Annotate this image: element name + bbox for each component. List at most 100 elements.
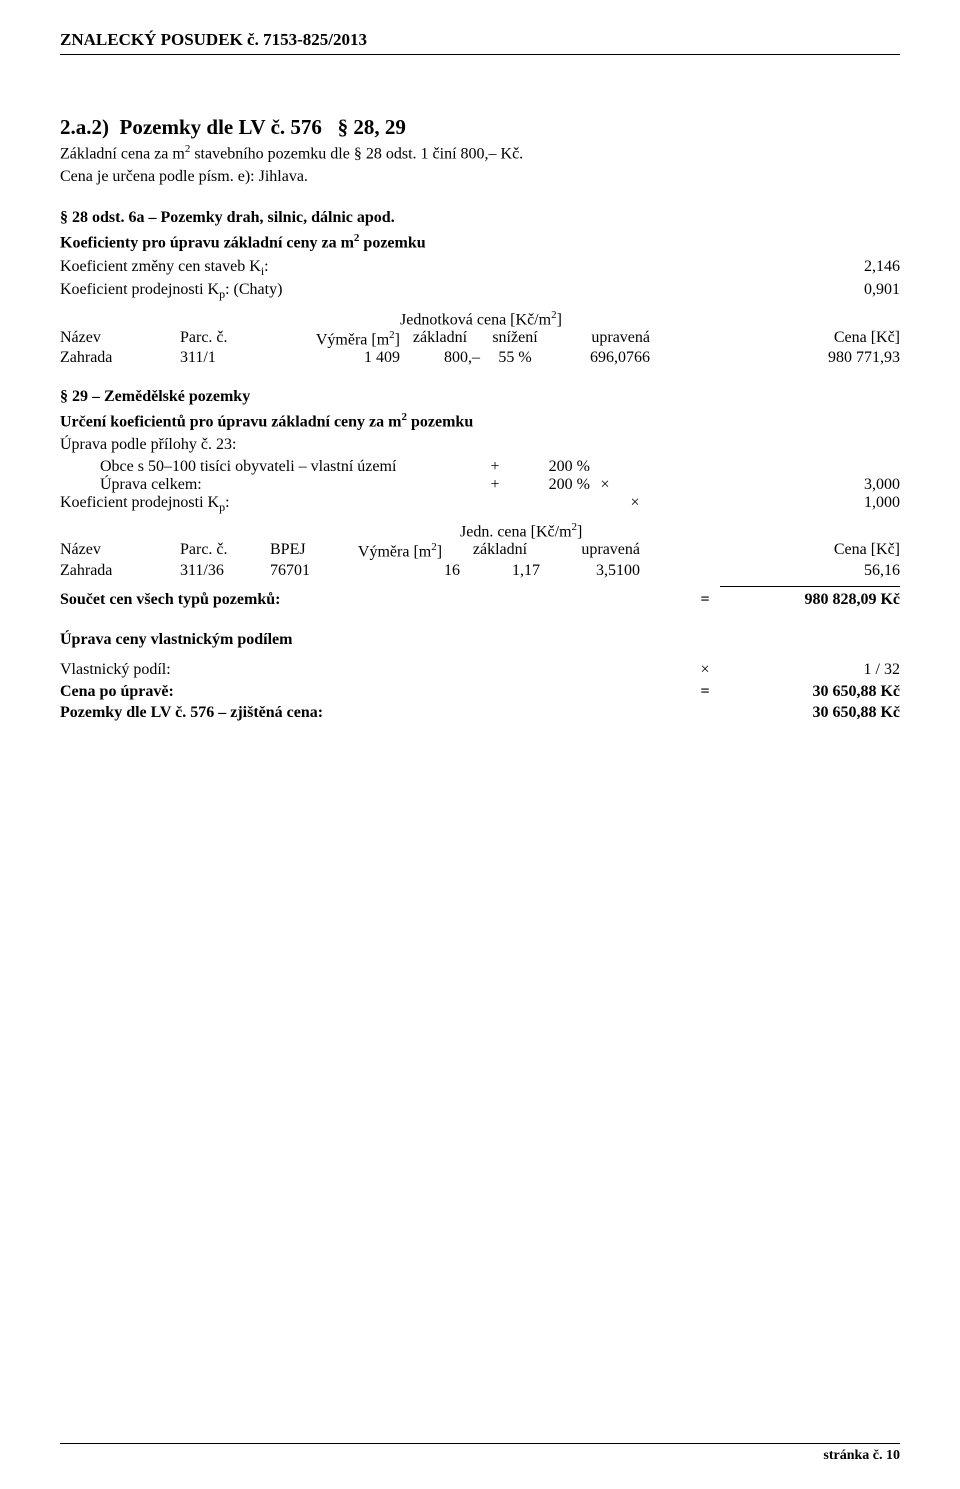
s29-sub-b: pozemku bbox=[407, 413, 473, 430]
podil-val: 1 / 32 bbox=[720, 659, 900, 681]
r2-upravena: 3,5100 bbox=[540, 562, 640, 580]
u1-a: Jednotková cena [Kč/m bbox=[400, 311, 551, 328]
th-vymera: Výměra [m2] bbox=[270, 329, 400, 349]
th-zakladni: základní bbox=[400, 329, 480, 349]
obce-row: Obce s 50–100 tisíci obyvateli – vlastní… bbox=[60, 458, 900, 476]
th2-bpej: BPEJ bbox=[270, 541, 340, 561]
r1-cena: 980 771,93 bbox=[650, 349, 900, 367]
adjustment-section: Úprava ceny vlastnickým podílem Vlastnic… bbox=[60, 630, 900, 724]
s28-subtitle: Koeficienty pro úpravu základní ceny za … bbox=[60, 231, 900, 254]
section-title-pozemky: 2.a.2) Pozemky dle LV č. 576 § 28, 29 bbox=[60, 115, 900, 140]
s29-title: § 29 – Zemědělské pozemky bbox=[60, 387, 900, 408]
zj-row: Pozemky dle LV č. 576 – zjištěná cena: 3… bbox=[60, 702, 900, 724]
th2-parc: Parc. č. bbox=[180, 541, 270, 561]
u2-b: ] bbox=[577, 523, 582, 540]
bp-b: stavebního pozemku dle § 28 odst. 1 činí… bbox=[190, 145, 523, 162]
celkem-plus: + bbox=[480, 476, 510, 494]
ki-val: 2,146 bbox=[780, 256, 900, 279]
ki-label: Koeficient změny cen staveb Ki: bbox=[60, 256, 780, 279]
kp2-label: Koeficient prodejnosti Kp: bbox=[60, 494, 620, 515]
po-eq: = bbox=[690, 681, 720, 703]
po-row: Cena po úpravě: = 30 650,88 Kč bbox=[60, 681, 900, 703]
table1-row1: Zahrada 311/1 1 409 800,– 55 % 696,0766 … bbox=[60, 349, 900, 367]
page-header: ZNALECKÝ POSUDEK č. 7153-825/2013 bbox=[60, 30, 900, 55]
ki-b: : bbox=[264, 258, 268, 275]
th2-cena: Cena [Kč] bbox=[640, 541, 900, 561]
s28-sub-a: Koeficienty pro úpravu základní ceny za … bbox=[60, 234, 354, 251]
section-28: § 28 odst. 6a – Pozemky drah, silnic, dá… bbox=[60, 208, 900, 367]
kp-a: Koeficient prodejnosti K bbox=[60, 281, 219, 298]
kp2-val: 1,000 bbox=[650, 494, 900, 515]
page-footer: stránka č. 10 bbox=[60, 1443, 900, 1464]
s28-sub-b: pozemku bbox=[359, 234, 425, 251]
adj-title: Úprava ceny vlastnickým podílem bbox=[60, 630, 900, 651]
table2-head: Název Parc. č. BPEJ Výměra [m2] základní… bbox=[60, 541, 900, 561]
kp-val: 0,901 bbox=[780, 279, 900, 302]
celkem-pct: 200 % bbox=[510, 476, 590, 494]
r2-nazev: Zahrada bbox=[60, 562, 180, 580]
u2-a: Jedn. cena [Kč/m bbox=[460, 523, 572, 540]
unit-label-1: Jednotková cena [Kč/m2] bbox=[400, 309, 562, 329]
section-29: § 29 – Zemědělské pozemky Určení koefici… bbox=[60, 387, 900, 580]
price-basis-line: Cena je určena podle písm. e): Jihlava. bbox=[60, 167, 900, 188]
r1-zakladni: 800,– bbox=[400, 349, 480, 367]
kp-label: Koeficient prodejnosti Kp: (Chaty) bbox=[60, 279, 780, 302]
sum-val: 980 828,09 Kč bbox=[720, 589, 900, 611]
zj-val: 30 650,88 Kč bbox=[720, 702, 900, 724]
ki-a: Koeficient změny cen staveb K bbox=[60, 258, 261, 275]
r1-vymera: 1 409 bbox=[270, 349, 400, 367]
po-val: 30 650,88 Kč bbox=[720, 681, 900, 703]
celkem-mult: × bbox=[590, 476, 620, 494]
s29-sub-a: Určení koeficientů pro úpravu základní c… bbox=[60, 413, 401, 430]
podil-row: Vlastnický podíl: × 1 / 32 bbox=[60, 659, 900, 681]
th2-vymera: Výměra [m2] bbox=[340, 541, 460, 561]
r1-parc: 311/1 bbox=[180, 349, 270, 367]
obce-plus: + bbox=[480, 458, 510, 476]
kp2-b: : bbox=[225, 494, 229, 511]
podil-label: Vlastnický podíl: bbox=[60, 659, 690, 681]
bp-a: Základní cena za m bbox=[60, 145, 185, 162]
celkem-val: 3,000 bbox=[620, 476, 900, 494]
r2-vymera: 16 bbox=[340, 562, 460, 580]
th2-vym-b: ] bbox=[437, 544, 442, 561]
podil-mult: × bbox=[690, 659, 720, 681]
celkem-row: Úprava celkem: + 200 % × 3,000 bbox=[60, 476, 900, 494]
sum-eq: = bbox=[690, 589, 720, 611]
kp2-row: Koeficient prodejnosti Kp: × 1,000 bbox=[60, 494, 900, 515]
kp-b: : (Chaty) bbox=[225, 281, 282, 298]
priloha-line: Úprava podle přílohy č. 23: bbox=[60, 435, 900, 456]
th2-vym-a: Výměra [m bbox=[358, 544, 431, 561]
th2-nazev: Název bbox=[60, 541, 180, 561]
zj-label: Pozemky dle LV č. 576 – zjištěná cena: bbox=[60, 702, 690, 724]
row-kp: Koeficient prodejnosti Kp: (Chaty) 0,901 bbox=[60, 279, 900, 302]
th-snizeni: snížení bbox=[480, 329, 550, 349]
po-label: Cena po úpravě: bbox=[60, 681, 690, 703]
base-price-line: Základní cena za m2 stavebního pozemku d… bbox=[60, 142, 900, 165]
sum-row: Součet cen všech typů pozemků: = 980 828… bbox=[60, 589, 900, 611]
th-vym-a: Výměra [m bbox=[316, 331, 389, 348]
th2-zakladni: základní bbox=[460, 541, 540, 561]
unit-label-2: Jedn. cena [Kč/m2] bbox=[460, 521, 582, 541]
r1-upravena: 696,0766 bbox=[550, 349, 650, 367]
u1-b: ] bbox=[557, 311, 562, 328]
table2-row1: Zahrada 311/36 76701 16 1,17 3,5100 56,1… bbox=[60, 562, 900, 580]
r2-zakladni: 1,17 bbox=[460, 562, 540, 580]
obce-text: Obce s 50–100 tisíci obyvateli – vlastní… bbox=[100, 458, 480, 476]
table1-head: Název Parc. č. Výměra [m2] základní sníž… bbox=[60, 329, 900, 349]
th-upravena: upravená bbox=[550, 329, 650, 349]
kp2-a: Koeficient prodejnosti K bbox=[60, 494, 219, 511]
r2-bpej: 76701 bbox=[270, 562, 340, 580]
r2-parc: 311/36 bbox=[180, 562, 270, 580]
celkem-label: Úprava celkem: bbox=[60, 476, 480, 494]
th2-upravena: upravená bbox=[540, 541, 640, 561]
sum-rule bbox=[720, 586, 900, 587]
sum-label: Součet cen všech typů pozemků: bbox=[60, 589, 690, 611]
row-ki: Koeficient změny cen staveb Ki: 2,146 bbox=[60, 256, 900, 279]
th-parc: Parc. č. bbox=[180, 329, 270, 349]
kp2-mult: × bbox=[620, 494, 650, 515]
r1-snizeni: 55 % bbox=[480, 349, 550, 367]
s28-title: § 28 odst. 6a – Pozemky drah, silnic, dá… bbox=[60, 208, 900, 229]
obce-pct: 200 % bbox=[510, 458, 590, 476]
r2-cena: 56,16 bbox=[640, 562, 900, 580]
th-nazev: Název bbox=[60, 329, 180, 349]
